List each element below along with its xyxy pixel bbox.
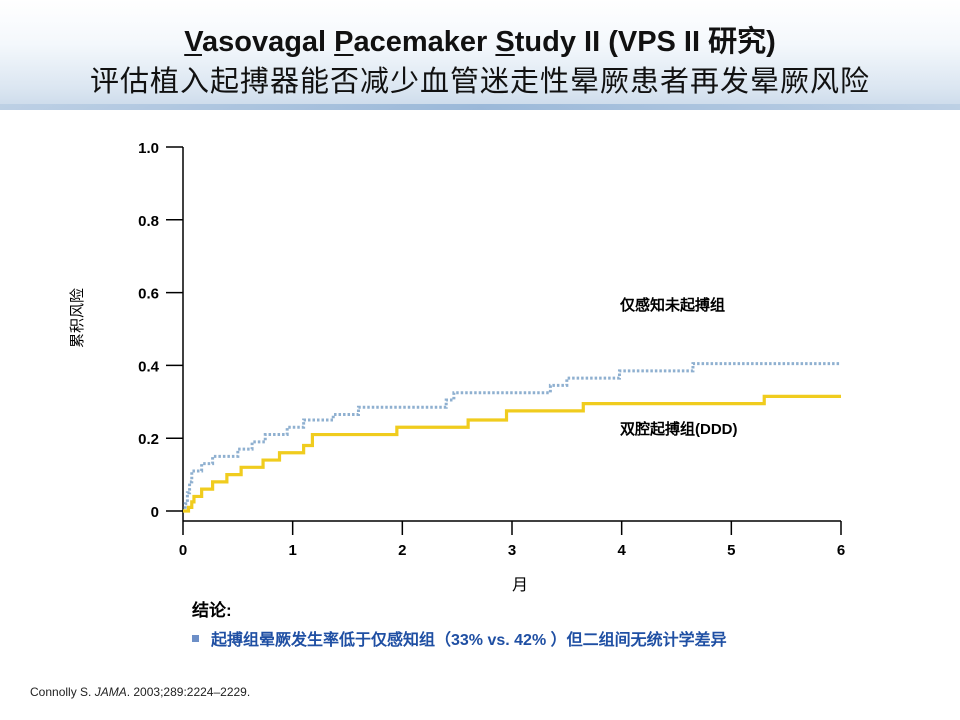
y-tick-label: 0.4 [138,358,160,375]
x-tick-label: 2 [398,542,406,559]
citation: Connolly S. JAMA. 2003;289:2224–2229. [30,685,250,699]
title-initial-p: P [334,26,354,58]
y-axis-label: 累积风险 [68,288,86,348]
header-band [0,0,960,110]
title-initial-s: S [495,26,515,58]
x-axis-label: 月 [512,575,528,594]
citation-journal: JAMA [94,685,127,699]
x-tick-label: 1 [288,542,296,559]
sense-only-curve [183,362,841,513]
title-initial-v: V [184,26,202,58]
title-part-1: asovagal [201,26,335,58]
y-tick-label: 0.2 [138,431,159,448]
page-title: Vasovagal Pacemaker Study II (VPS II 研究) [0,18,960,60]
citation-details: . 2003;289:2224–2229. [126,685,251,699]
y-tick-label: 0.6 [138,286,159,303]
series-label-sense-only: 仅感知未起搏组 [619,296,725,314]
x-tick-label: 0 [179,542,187,559]
conclusion-bullet: 起搏组晕厥发生率低于仅感知组（33% vs. 42% ）但二组间无统计学差异 [192,626,727,650]
title-part-3: acemaker [353,26,496,58]
title-part-5: tudy II (VPS II 研究) [514,26,776,58]
conclusion-text: 起搏组晕厥发生率低于仅感知组（33% vs. 42% ）但二组间无统计学差异 [211,632,727,649]
ddd-pacing-curve [183,394,841,513]
x-tick-label: 6 [837,542,845,559]
bullet-square-icon [192,635,199,643]
y-tick-label: 0 [151,504,159,521]
page-subtitle: 评估植入起搏器能否减少血管迷走性晕厥患者再发晕厥风险 [89,66,870,98]
x-tick-label: 5 [727,542,735,559]
y-tick-label: 1.0 [138,140,159,157]
y-tick-label: 0.8 [138,213,159,230]
x-tick-label: 4 [617,542,626,559]
x-tick-label: 3 [508,542,516,559]
citation-author: Connolly S. [30,685,95,699]
conclusion-title: 结论: [192,601,232,620]
series-label-ddd: 双腔起搏组(DDD) [620,420,738,438]
